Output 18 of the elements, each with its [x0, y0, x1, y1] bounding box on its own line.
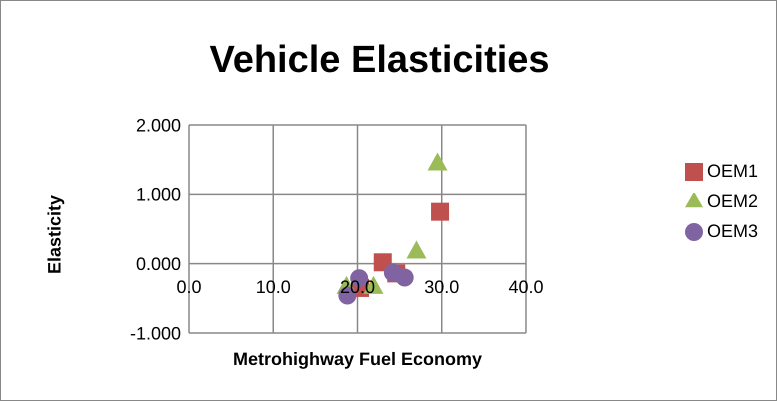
x-axis-title: Metrohighway Fuel Economy — [232, 349, 482, 369]
y-tick-label: -1.000 — [130, 323, 181, 344]
legend-label: OEM3 — [706, 220, 758, 240]
x-tick-label: 0.0 — [176, 277, 202, 297]
legend-label: OEM1 — [706, 160, 758, 180]
y-tick-label: 2.000 — [136, 115, 181, 136]
point — [428, 152, 448, 170]
chart-title: Vehicle Elasticities — [208, 39, 551, 82]
x-tick-label: 10.0 — [256, 277, 291, 297]
point — [396, 268, 414, 287]
x-tick-label: 40.0 — [508, 277, 544, 297]
point — [406, 240, 426, 258]
x-tick-label: 30.0 — [424, 277, 460, 297]
legend-label: OEM2 — [706, 190, 758, 210]
y-axis-title: Elasticity — [44, 194, 64, 274]
y-tick-label: 1.000 — [136, 184, 181, 205]
y-tick-label: 0.000 — [136, 254, 181, 274]
point — [431, 202, 450, 221]
